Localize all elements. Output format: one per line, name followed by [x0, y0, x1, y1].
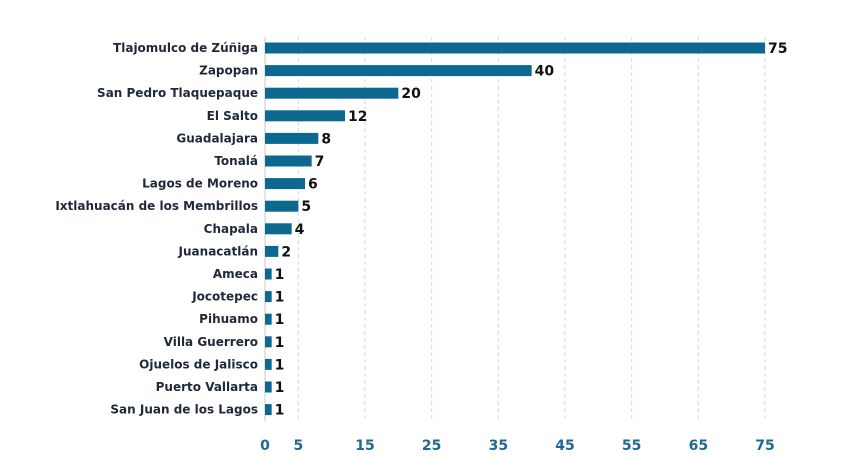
data-label: 7 — [315, 154, 325, 170]
data-label: 12 — [348, 109, 367, 125]
category-label: Chapala — [204, 222, 258, 236]
data-label: 1 — [275, 290, 285, 306]
data-label: 20 — [401, 86, 421, 102]
bar — [265, 313, 272, 325]
x-tick-label: 5 — [293, 438, 303, 454]
category-label: Guadalajara — [176, 131, 258, 145]
data-label: 8 — [321, 131, 331, 147]
data-label: 5 — [301, 199, 311, 215]
category-label: Zapopan — [199, 64, 258, 78]
category-label: San Pedro Tlaquepaque — [97, 86, 258, 100]
category-label: Puerto Vallarta — [156, 380, 258, 394]
bar — [265, 358, 272, 370]
bar — [265, 155, 312, 167]
bar — [265, 200, 299, 212]
data-label: 1 — [275, 380, 285, 396]
bar — [265, 381, 272, 393]
bar — [265, 268, 272, 280]
data-label: 1 — [275, 312, 285, 328]
category-label: El Salto — [207, 109, 258, 123]
bar — [265, 65, 532, 77]
data-label: 40 — [535, 64, 555, 80]
bar — [265, 291, 272, 303]
x-tick-label: 15 — [355, 438, 374, 454]
data-label: 2 — [281, 244, 291, 260]
data-label: 6 — [308, 177, 318, 193]
category-label: Tonalá — [214, 154, 258, 168]
category-label: Ojuelos de Jalisco — [139, 357, 258, 371]
bar — [265, 42, 765, 54]
data-label: 1 — [275, 335, 285, 351]
bar — [265, 223, 292, 235]
x-tick-label: 45 — [555, 438, 574, 454]
category-label: Villa Guerrero — [164, 335, 258, 349]
bar — [265, 178, 305, 190]
data-label: 1 — [275, 357, 285, 373]
category-label: Ixtlahuacán de los Membrillos — [55, 199, 258, 213]
x-tick-label: 75 — [755, 438, 774, 454]
data-label: 1 — [275, 403, 285, 419]
category-label: Juanacatlán — [178, 244, 258, 258]
bar — [265, 132, 319, 144]
bar — [265, 110, 345, 122]
bar — [265, 87, 399, 99]
x-tick-label: 55 — [622, 438, 641, 454]
data-label: 1 — [275, 267, 285, 283]
x-tick-label: 65 — [689, 438, 708, 454]
x-tick-label: 25 — [422, 438, 441, 454]
category-label: San Juan de los Lagos — [110, 403, 258, 417]
category-label: Jocotepec — [191, 290, 258, 304]
x-tick-label: 35 — [489, 438, 508, 454]
category-label: Ameca — [213, 267, 258, 281]
data-label: 75 — [768, 41, 787, 57]
bar — [265, 245, 279, 257]
bar — [265, 336, 272, 348]
bar — [265, 404, 272, 416]
category-label: Lagos de Moreno — [142, 177, 258, 191]
data-label: 4 — [295, 222, 305, 238]
category-label: Tlajomulco de Zúñiga — [113, 41, 258, 55]
x-tick-label: 0 — [260, 438, 270, 454]
category-label: Pihuamo — [199, 312, 258, 326]
